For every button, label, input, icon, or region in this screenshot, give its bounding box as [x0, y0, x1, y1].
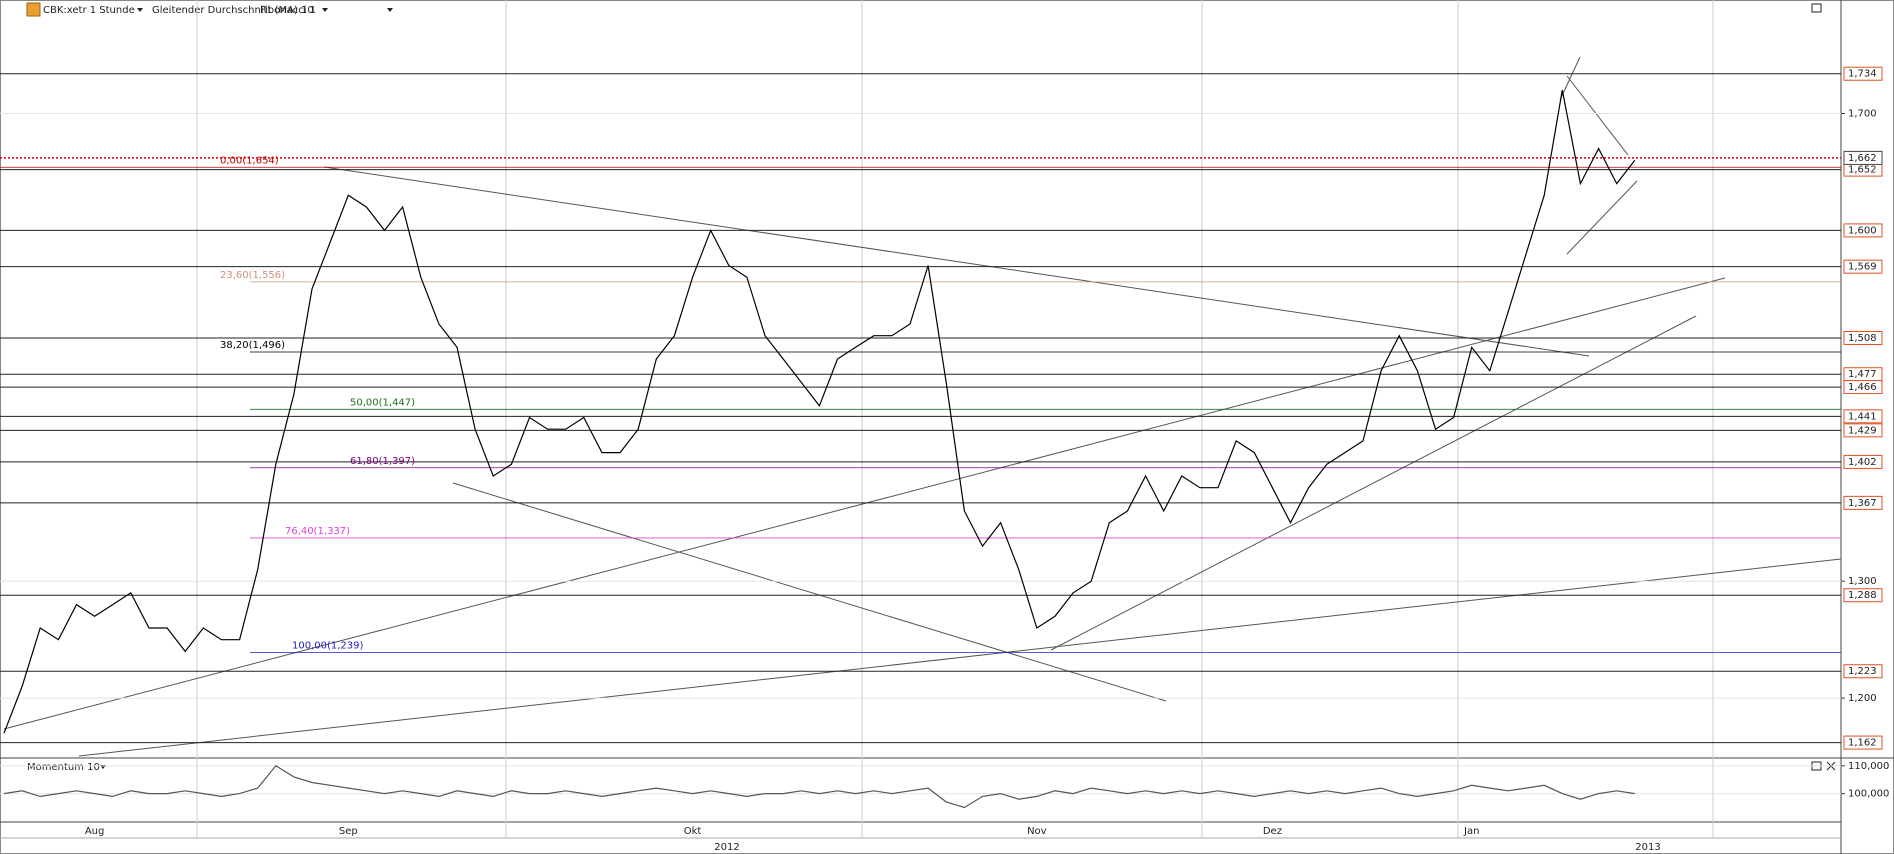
year-label: 2012	[714, 842, 739, 853]
level-box	[1843, 423, 1883, 438]
level-box	[1843, 664, 1883, 679]
level-box	[1843, 409, 1883, 424]
level-box	[1843, 495, 1883, 510]
level-box	[1843, 588, 1883, 603]
level-label: 1,162	[1848, 738, 1877, 749]
level-label: 1,600	[1848, 225, 1877, 236]
x-tick-label: Aug	[85, 826, 105, 837]
level-box	[1843, 259, 1883, 274]
symbol-icon[interactable]	[26, 2, 41, 17]
x-tick-label: Okt	[684, 826, 702, 837]
year-label: 2013	[1635, 842, 1660, 853]
level-label: 1,223	[1848, 666, 1877, 677]
fib-label: 38,20(1,496)	[220, 340, 285, 351]
x-tick-label: Dez	[1263, 826, 1282, 837]
level-box	[1843, 735, 1883, 750]
fib-label: 50,00(1,447)	[350, 397, 415, 408]
fib-label: 100,00(1,239)	[292, 641, 364, 652]
level-label: 1,429	[1848, 425, 1877, 436]
indicator[interactable]: Gleitender Durchschnitt (MA) 10	[152, 5, 314, 16]
drawing-tool[interactable]: Fibonacci 1	[260, 5, 316, 16]
last-price-box	[1843, 150, 1883, 165]
symbol[interactable]: CBK:xetr 1 Stunde	[43, 5, 135, 16]
level-label: 1,402	[1848, 457, 1877, 468]
y-tick-label: 1,200	[1848, 693, 1877, 704]
last-price-label: 1,662	[1848, 153, 1877, 164]
fib-label: 0,00(1,654)	[220, 155, 279, 166]
level-box	[1843, 223, 1883, 238]
level-label: 1,466	[1848, 382, 1877, 393]
trend-lines	[3, 56, 1842, 757]
price-line	[3, 89, 1636, 734]
price-line	[3, 765, 1635, 809]
level-label: 1,477	[1848, 369, 1877, 380]
maximize-button[interactable]	[1811, 3, 1822, 13]
level-label: 1,734	[1848, 69, 1877, 80]
fib-label: 61,80(1,397)	[350, 456, 415, 467]
x-tick-label: Jan	[1463, 826, 1479, 837]
level-label: 1,652	[1848, 165, 1877, 176]
y-tick-label: 100,000	[1848, 789, 1889, 800]
fib-label: 76,40(1,337)	[285, 526, 350, 537]
momentum-title: Momentum 10	[27, 762, 100, 773]
level-box	[1843, 66, 1883, 81]
level-label: 1,508	[1848, 333, 1877, 344]
level-label: 1,569	[1848, 262, 1877, 273]
level-box	[1843, 330, 1883, 345]
fib-label: 23,60(1,556)	[220, 270, 285, 281]
level-label: 1,441	[1848, 411, 1877, 422]
x-tick-label: Sep	[339, 826, 358, 837]
y-tick-label: 110,000	[1848, 761, 1889, 772]
level-box	[1843, 454, 1883, 469]
y-tick-label: 1,700	[1848, 108, 1877, 119]
y-tick-label: 1,300	[1848, 576, 1877, 587]
level-box	[1843, 380, 1883, 395]
level-label: 1,367	[1848, 498, 1877, 509]
x-tick-label: Nov	[1027, 826, 1047, 837]
level-label: 1,288	[1848, 590, 1877, 601]
